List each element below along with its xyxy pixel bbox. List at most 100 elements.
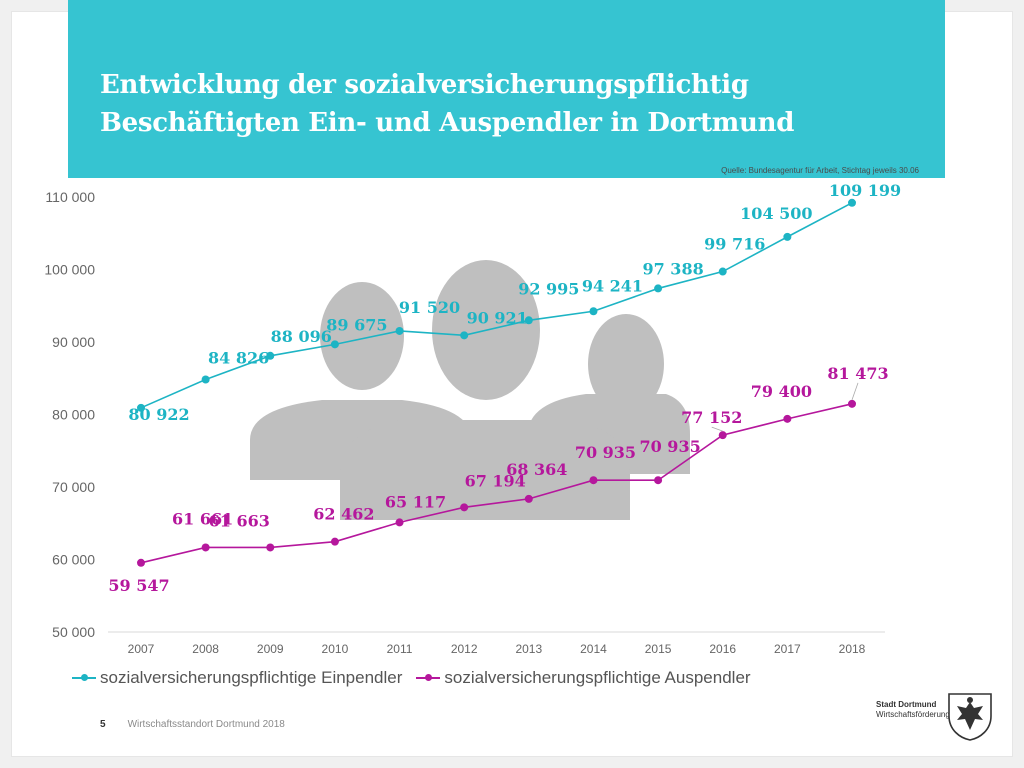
footer-text: Wirtschaftsstandort Dortmund 2018 — [127, 719, 285, 730]
city-crest-icon — [948, 693, 992, 741]
y-tick-label: 110 000 — [45, 189, 95, 205]
data-label: 77 152 — [681, 408, 742, 427]
data-point[interactable] — [137, 403, 145, 412]
data-label: 99 716 — [704, 235, 765, 254]
data-point[interactable] — [395, 326, 404, 335]
x-tick-label: 2007 — [128, 642, 155, 656]
data-point[interactable] — [266, 543, 275, 552]
legend-item-einpendler[interactable]: sozialversicherungspflichtige Einpendler — [72, 668, 402, 688]
brand-city: Stadt Dortmund — [876, 700, 937, 709]
y-tick-label: 80 000 — [52, 407, 95, 423]
data-label: 67 194 — [465, 471, 526, 490]
y-tick-label: 60 000 — [52, 552, 95, 568]
data-point[interactable] — [589, 476, 598, 485]
legend-dot-auspendler — [425, 674, 433, 681]
y-tick-label: 90 000 — [52, 334, 95, 350]
data-point[interactable] — [395, 518, 404, 527]
data-point[interactable] — [718, 431, 727, 440]
data-point[interactable] — [524, 316, 533, 325]
data-point[interactable] — [848, 399, 856, 408]
data-point[interactable] — [783, 232, 792, 241]
data-point[interactable] — [201, 375, 210, 384]
leader-line — [851, 382, 859, 400]
data-label: 90 921 — [467, 308, 528, 327]
legend-item-auspendler[interactable]: sozialversicherungspflichtige Auspendler — [416, 668, 751, 688]
data-point[interactable] — [848, 198, 856, 207]
source-note: Quelle: Bundesagentur für Arbeit, Sticht… — [721, 166, 919, 175]
x-tick-label: 2015 — [645, 642, 672, 656]
person-head-1 — [588, 314, 664, 414]
y-tick-label: 50 000 — [52, 624, 95, 640]
x-tick-label: 2014 — [580, 642, 607, 656]
data-label: 70 935 — [639, 437, 700, 456]
data-label: 84 826 — [208, 349, 269, 368]
legend-label-auspendler: sozialversicherungspflichtige Auspendler — [444, 668, 751, 687]
x-tick-label: 2012 — [451, 642, 478, 656]
y-tick-label: 100 000 — [44, 262, 95, 278]
x-tick-label: 2010 — [322, 642, 349, 656]
data-point[interactable] — [783, 414, 792, 423]
data-point[interactable] — [524, 494, 533, 503]
brand-unit: Wirtschaftsförderung — [876, 710, 950, 719]
data-point[interactable] — [266, 351, 275, 360]
data-point[interactable] — [330, 340, 339, 349]
data-label: 68 364 — [506, 460, 567, 479]
data-label: 89 675 — [326, 315, 387, 334]
legend-key-einpendler — [72, 674, 96, 681]
data-label: 79 400 — [751, 382, 812, 401]
title-banner: Entwicklung der sozialversicherungspflic… — [68, 0, 945, 178]
data-point[interactable] — [589, 307, 598, 316]
data-label: 97 388 — [642, 259, 703, 278]
x-tick-label: 2018 — [839, 642, 866, 656]
data-label: 70 935 — [575, 443, 636, 462]
title-line-2: Beschäftigten Ein- und Auspendler in Dor… — [100, 108, 795, 138]
x-tick-label: 2009 — [257, 642, 284, 656]
data-label: 59 547 — [108, 576, 169, 595]
data-point[interactable] — [460, 331, 469, 340]
footer: 5 Wirtschaftsstandort Dortmund 2018 — [100, 719, 285, 730]
legend-key-auspendler — [416, 674, 441, 681]
page-number: 5 — [100, 719, 106, 730]
title-line-1: Entwicklung der sozialversicherungspflic… — [100, 70, 749, 100]
x-axis-ticks: 2007 2008 2009 2010 2011 2012 2013 2014 2015 2016… — [128, 642, 866, 656]
leader-line — [711, 426, 723, 432]
data-point[interactable] — [654, 284, 663, 293]
data-label: 109 199 — [829, 181, 901, 200]
data-label: 61 661 — [172, 509, 233, 528]
data-label: 81 473 — [827, 364, 888, 383]
data-label: 65 117 — [385, 492, 446, 511]
x-tick-label: 2008 — [192, 642, 219, 656]
data-label: 104 500 — [740, 204, 812, 223]
data-label: 62 462 — [313, 505, 374, 524]
legend-dot-einpendler — [81, 674, 88, 681]
data-point[interactable] — [460, 503, 469, 512]
data-label: 92 995 — [518, 279, 579, 298]
y-axis-ticks: 110 000 100 000 90 000 80 000 70 000 60 000 50… — [44, 189, 95, 640]
people-silhouette-icon — [250, 260, 690, 520]
series-line — [140, 202, 853, 409]
series-line — [140, 403, 853, 564]
y-tick-label: 70 000 — [52, 479, 95, 495]
data-label: 61 663 — [209, 511, 270, 530]
data-label: 80 922 — [128, 405, 189, 424]
data-label: 94 241 — [582, 276, 643, 295]
data-point[interactable] — [718, 267, 727, 276]
person-head-0 — [320, 282, 404, 390]
x-tick-label: 2016 — [709, 642, 736, 656]
x-tick-label: 2011 — [387, 642, 413, 656]
x-tick-label: 2017 — [774, 642, 801, 656]
data-label: 88 096 — [271, 327, 332, 346]
chart-legend: sozialversicherungspflichtige Einpendler… — [72, 668, 751, 688]
brand-logo: Stadt Dortmund Wirtschaftsförderung — [876, 700, 950, 720]
legend-label-einpendler: sozialversicherungspflichtige Einpendler — [100, 668, 403, 687]
data-point[interactable] — [137, 558, 145, 567]
person-body-center — [340, 420, 630, 520]
data-point[interactable] — [654, 476, 663, 485]
data-point[interactable] — [330, 537, 339, 546]
data-label: 91 520 — [399, 298, 460, 317]
data-point[interactable] — [201, 543, 210, 552]
